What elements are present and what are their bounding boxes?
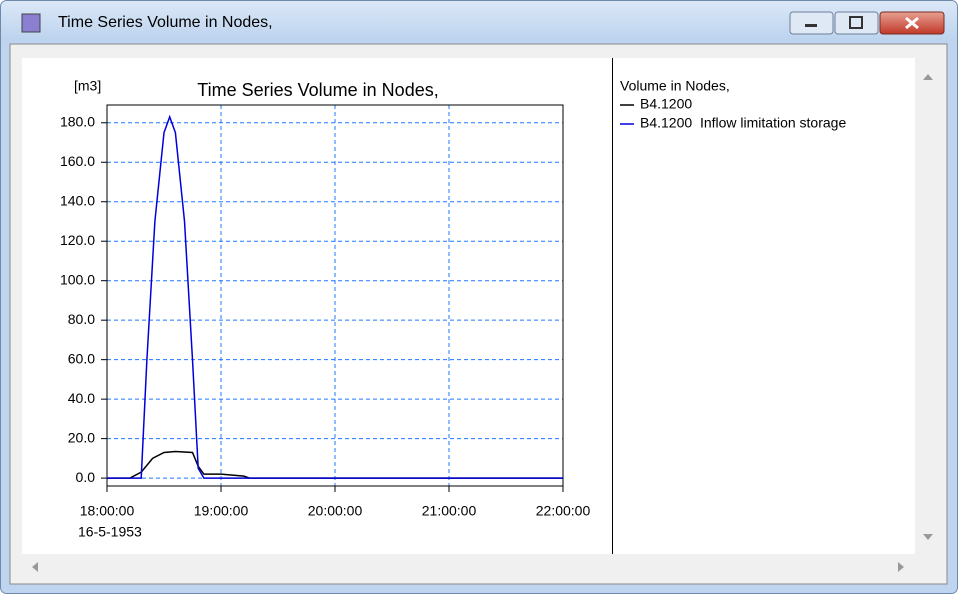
y-tick-label: 100.0: [60, 271, 95, 287]
y-tick-label: 40.0: [68, 390, 95, 406]
legend-panel: [613, 58, 915, 554]
scroll-down-arrow: [923, 534, 933, 540]
y-tick-label: 140.0: [60, 192, 95, 208]
vertical-scrollbar[interactable]: [915, 58, 940, 554]
y-tick-label: 160.0: [60, 153, 95, 169]
scroll-left-arrow: [32, 562, 38, 572]
minimize-icon: [805, 24, 817, 27]
x-date-label: 16-5-1953: [78, 524, 142, 540]
series-line: [107, 114, 563, 479]
app-icon: [21, 13, 41, 33]
plot-frame: [106, 104, 564, 487]
y-tick-label: 0.0: [76, 469, 96, 485]
minimize-button[interactable]: [789, 11, 834, 35]
chart-panel: [22, 58, 612, 554]
legend-title: Volume in Nodes,: [620, 78, 730, 94]
x-tick-label: 20:00:00: [308, 503, 363, 519]
close-icon: [905, 16, 919, 30]
y-unit-label: [m3]: [74, 78, 101, 94]
y-tick-label: 120.0: [60, 232, 95, 248]
y-tick-label: 180.0: [60, 113, 95, 129]
y-tick-label: 80.0: [68, 311, 95, 327]
maximize-icon: [849, 16, 863, 29]
x-tick-label: 18:00:00: [80, 503, 135, 519]
scroll-right-arrow: [898, 562, 904, 572]
title-bar: [1, 1, 957, 41]
legend-entry: B4.1200: [640, 96, 692, 112]
legend-entry: B4.1200 Inflow limitation storage: [640, 115, 846, 131]
x-tick-label: 19:00:00: [194, 503, 249, 519]
y-tick-label: 20.0: [68, 429, 95, 445]
x-tick-label: 22:00:00: [536, 503, 591, 519]
scroll-up-arrow: [923, 74, 933, 80]
maximize-button[interactable]: [834, 11, 879, 35]
chart-title: Time Series Volume in Nodes,: [197, 80, 438, 100]
horizontal-scrollbar[interactable]: [22, 555, 940, 579]
window-title: Time Series Volume in Nodes,: [58, 14, 273, 31]
x-tick-label: 21:00:00: [422, 503, 477, 519]
y-tick-label: 60.0: [68, 350, 95, 366]
